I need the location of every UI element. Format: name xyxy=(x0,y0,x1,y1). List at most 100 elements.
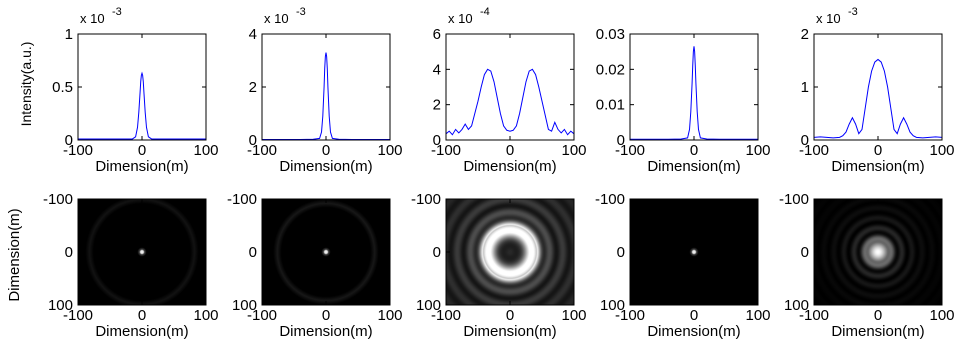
axes-box xyxy=(445,198,575,306)
plot-area xyxy=(814,34,942,140)
intensity-image xyxy=(262,199,390,305)
x-tick-label: -100 xyxy=(799,142,829,159)
x-axis-label: Dimension(m) xyxy=(831,158,924,175)
x-tick-label: 100 xyxy=(193,307,218,324)
x-tick-label: 0 xyxy=(690,307,698,324)
x-axis-label: Dimension(m) xyxy=(279,323,372,340)
axes-box xyxy=(445,33,575,141)
y-tick-label: 0 xyxy=(65,244,73,261)
axes-box xyxy=(813,198,943,306)
y-tick-label: 100 xyxy=(232,297,257,314)
x-tick-label: 100 xyxy=(929,307,954,324)
x-tick-label: 100 xyxy=(745,307,770,324)
exponent-power: -4 xyxy=(480,6,490,18)
x-tick-label: 0 xyxy=(506,307,514,324)
y-tick-label: 0 xyxy=(801,244,809,261)
y-tick-label: 1 xyxy=(65,26,73,43)
x-tick-label: -100 xyxy=(63,307,93,324)
plot-area xyxy=(78,34,206,140)
y-tick-label: 0 xyxy=(249,244,257,261)
y-tick-label: 0.5 xyxy=(52,79,73,96)
y-tick-label: 100 xyxy=(416,297,441,314)
intensity-image xyxy=(446,199,574,305)
series-line xyxy=(630,46,758,140)
x-axis-label: Dimension(m) xyxy=(647,158,740,175)
x-tick-label: -100 xyxy=(431,142,461,159)
y-tick-label: 0 xyxy=(249,132,257,149)
exponent-power: -3 xyxy=(112,6,122,18)
series-line xyxy=(78,71,206,140)
axes-box xyxy=(77,198,207,306)
y-tick-label: 4 xyxy=(249,26,257,43)
series-line xyxy=(445,68,575,136)
intensity-image xyxy=(78,199,206,305)
y-tick-label: 0 xyxy=(617,132,625,149)
y-tick-label: -100 xyxy=(227,191,257,208)
y-tick-label: 0.02 xyxy=(596,61,625,78)
x-tick-label: 0 xyxy=(322,307,330,324)
y-tick-label: 100 xyxy=(48,297,73,314)
y-tick-label: 100 xyxy=(600,297,625,314)
x-axis-label: Dimension(m) xyxy=(647,323,740,340)
y-tick-label: 0 xyxy=(433,132,441,149)
exponent-label: x 10 xyxy=(80,11,105,26)
plot-area xyxy=(262,34,390,140)
series-line xyxy=(262,52,390,140)
x-tick-label: 100 xyxy=(929,142,954,159)
exponent-power: -3 xyxy=(848,6,858,18)
y-tick-label: 100 xyxy=(784,297,809,314)
x-tick-label: -100 xyxy=(799,307,829,324)
x-tick-label: 100 xyxy=(745,142,770,159)
y-tick-label: 0.01 xyxy=(596,97,625,114)
x-axis-label: Dimension(m) xyxy=(831,323,924,340)
x-axis-label: Dimension(m) xyxy=(279,158,372,175)
axes-box xyxy=(261,198,391,306)
exponent-label: x 10 xyxy=(816,11,841,26)
x-tick-label: 0 xyxy=(506,142,514,159)
y-tick-label: -100 xyxy=(411,191,441,208)
y-tick-label: 2 xyxy=(249,79,257,96)
y-tick-label: 0 xyxy=(433,244,441,261)
top-row-ylabel: Intensity(a.u.) xyxy=(18,42,34,127)
y-tick-label: 2 xyxy=(433,97,441,114)
y-tick-label: 1 xyxy=(801,79,809,96)
x-tick-label: 0 xyxy=(138,307,146,324)
y-tick-label: 2 xyxy=(801,26,809,43)
y-tick-label: 0.03 xyxy=(596,26,625,43)
exponent-label: x 10 xyxy=(264,11,289,26)
y-tick-label: -100 xyxy=(43,191,73,208)
x-axis-label: Dimension(m) xyxy=(95,158,188,175)
intensity-image xyxy=(814,199,942,305)
x-tick-label: -100 xyxy=(247,142,277,159)
y-tick-label: 4 xyxy=(433,61,441,78)
x-tick-label: 0 xyxy=(874,307,882,324)
x-tick-label: 100 xyxy=(561,307,586,324)
x-tick-label: 100 xyxy=(193,142,218,159)
series-line xyxy=(813,58,943,139)
y-tick-label: 0 xyxy=(801,132,809,149)
x-axis-label: Dimension(m) xyxy=(463,158,556,175)
axes-box xyxy=(77,33,207,141)
plot-area xyxy=(630,34,758,140)
y-tick-label: 0 xyxy=(617,244,625,261)
y-tick-label: 6 xyxy=(433,26,441,43)
x-tick-label: 0 xyxy=(874,142,882,159)
y-tick-label: 0 xyxy=(65,132,73,149)
y-tick-label: -100 xyxy=(595,191,625,208)
axes-box xyxy=(629,33,759,141)
plot-area xyxy=(446,34,574,140)
y-tick-label: -100 xyxy=(779,191,809,208)
x-tick-label: -100 xyxy=(431,307,461,324)
x-tick-label: 0 xyxy=(322,142,330,159)
x-tick-label: 100 xyxy=(377,142,402,159)
x-tick-label: 0 xyxy=(138,142,146,159)
